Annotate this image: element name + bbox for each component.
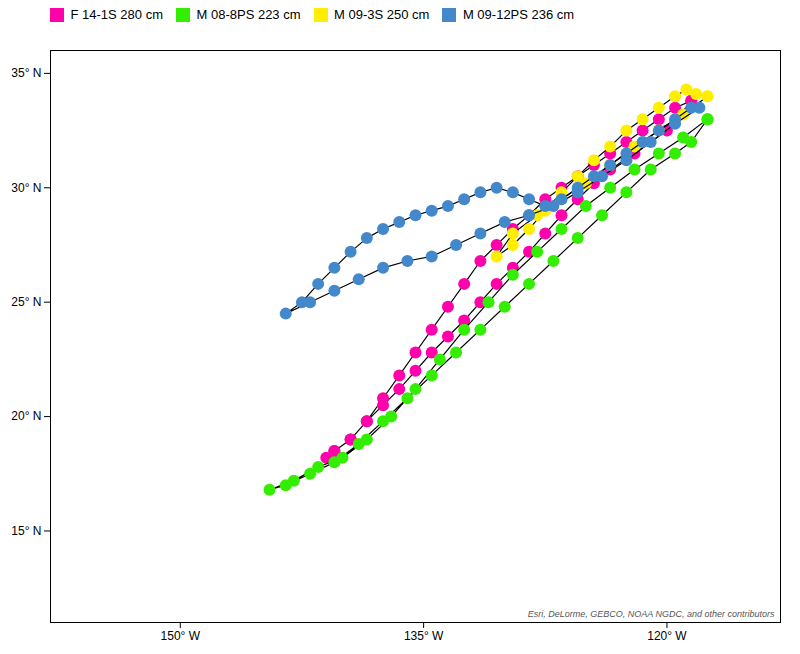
html-text:M 08-8PS 223 cm: M 08-8PS 223 cm [196, 7, 301, 23]
html-text:M 09-12PS 236 cm: M 09-12PS 236 cm [462, 7, 575, 23]
svg-text:35° N: 35° N [11, 66, 41, 80]
svg-text:25° N: 25° N [11, 295, 41, 309]
html-text:M 09-3S 250 cm: M 09-3S 250 cm [334, 7, 430, 23]
svg-text:20° N: 20° N [11, 409, 41, 423]
svg-text:120° W: 120° W [647, 629, 687, 643]
svg-text:150° W: 150° W [161, 629, 201, 643]
svg-text:30° N: 30° N [11, 181, 41, 195]
svg-text:135° W: 135° W [404, 629, 444, 643]
svg-text:15° N: 15° N [11, 524, 41, 538]
svg-text:Esri, DeLorme, GEBCO, NOAA NGD: Esri, DeLorme, GEBCO, NOAA NGDC, and oth… [528, 609, 775, 619]
html-text:F 14-1S 280 cm: F 14-1S 280 cm [70, 7, 163, 23]
